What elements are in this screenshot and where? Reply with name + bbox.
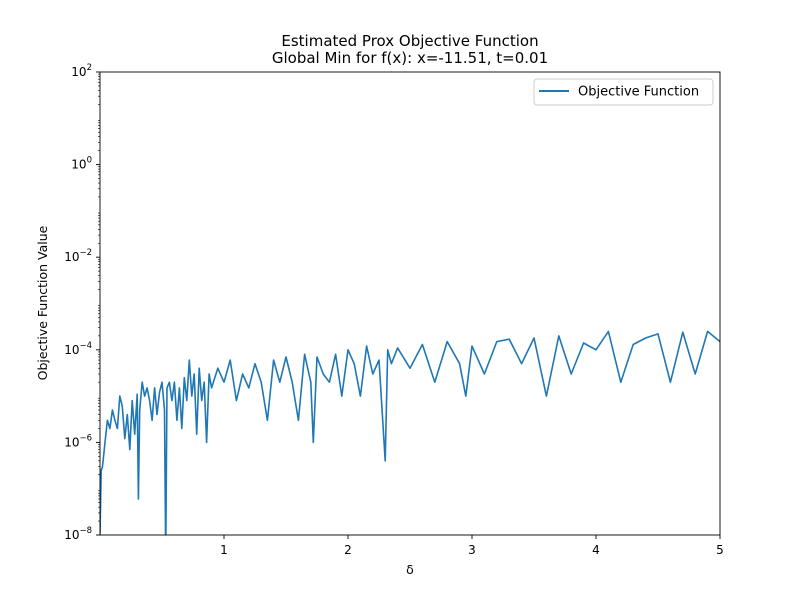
legend-label: Objective Function xyxy=(578,85,699,100)
y-tick-label: 10−8 xyxy=(64,526,92,542)
y-tick-exponent: −4 xyxy=(79,341,92,351)
y-tick-label: 10−2 xyxy=(64,248,92,264)
y-tick-exponent: −2 xyxy=(79,248,92,258)
y-tick-exponent: 0 xyxy=(87,156,92,166)
x-axis: 1 2 3 4 5 xyxy=(220,535,724,557)
legend-box xyxy=(533,78,714,106)
chart-title: Estimated Prox Objective Function xyxy=(281,32,538,50)
x-tick-label: 4 xyxy=(592,543,600,557)
y-tick-base: 10 xyxy=(71,158,86,172)
y-tick-base: 10 xyxy=(71,65,86,79)
plot-area xyxy=(100,330,720,535)
chart-subtitle: Global Min for f(x): x=-11.51, t=0.01 xyxy=(272,49,548,67)
y-tick-exponent: −6 xyxy=(79,433,92,443)
legend: Objective Function xyxy=(533,78,714,106)
y-tick-exponent: −8 xyxy=(79,526,92,536)
y-tick-label: 102 xyxy=(71,63,92,79)
x-axis-label: δ xyxy=(406,562,414,577)
x-tick-label: 5 xyxy=(716,543,724,557)
x-tick-label: 1 xyxy=(220,543,228,557)
x-tick-label: 2 xyxy=(344,543,352,557)
y-tick-label: 100 xyxy=(71,156,92,172)
x-tick-label: 3 xyxy=(468,543,476,557)
y-tick-label: 10−6 xyxy=(64,433,92,449)
series-line-objective-function xyxy=(100,330,720,535)
y-tick-base: 10 xyxy=(64,435,79,449)
y-axis-label: Objective Function Value xyxy=(35,225,50,380)
y-tick-label: 10−4 xyxy=(64,341,92,357)
y-tick-base: 10 xyxy=(64,528,79,542)
plot-frame xyxy=(99,71,721,536)
y-tick-base: 10 xyxy=(64,343,79,357)
y-tick-exponent: 2 xyxy=(87,63,92,73)
y-tick-base: 10 xyxy=(64,250,79,264)
